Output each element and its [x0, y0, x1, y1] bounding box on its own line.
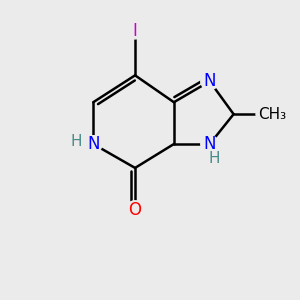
Ellipse shape [84, 136, 102, 152]
Text: N: N [203, 72, 216, 90]
Text: I: I [133, 22, 137, 40]
Ellipse shape [128, 22, 142, 39]
Ellipse shape [201, 136, 219, 152]
Text: CH₃: CH₃ [258, 107, 286, 122]
Text: H: H [208, 151, 220, 166]
Text: N: N [87, 135, 100, 153]
Text: N: N [203, 135, 216, 153]
Text: H: H [70, 134, 82, 149]
Ellipse shape [256, 105, 289, 123]
Ellipse shape [125, 201, 145, 219]
Ellipse shape [201, 73, 219, 90]
Text: O: O [129, 201, 142, 219]
